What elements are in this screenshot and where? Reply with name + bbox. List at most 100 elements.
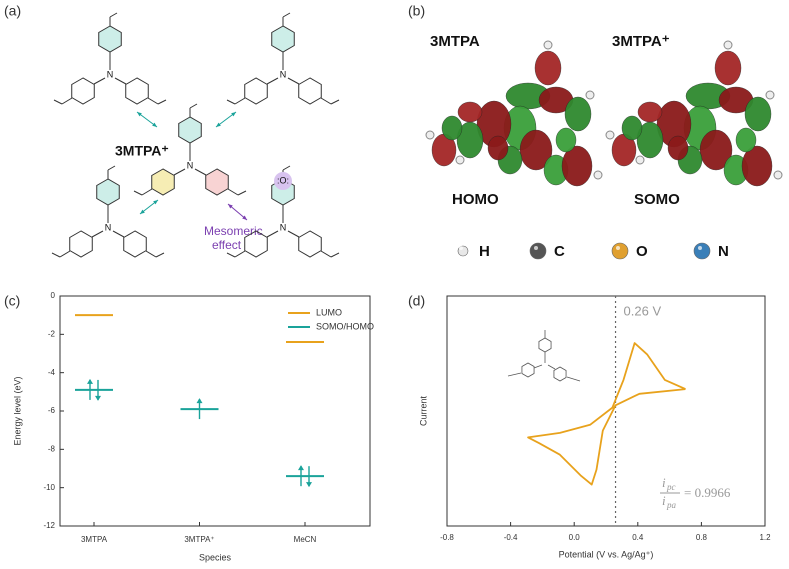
bond (114, 77, 127, 85)
orbital-lobe (744, 96, 772, 132)
ring (271, 25, 295, 53)
atom-legend-marker (693, 242, 711, 260)
atom-label: N (187, 160, 194, 170)
bond (173, 168, 186, 176)
orbital-lobe (561, 145, 593, 187)
x-tick-label: -0.4 (504, 533, 518, 542)
orbital-lobe (457, 101, 483, 123)
ring (125, 77, 149, 105)
ratio-text: i (662, 475, 666, 490)
arrow-head (231, 112, 236, 117)
bond (320, 97, 332, 105)
arrow-head (216, 122, 221, 127)
orbital-lobe (699, 129, 733, 171)
atom-legend-marker (529, 242, 547, 260)
atom-legend-label: N (718, 243, 729, 260)
y-tick-label: -4 (48, 368, 56, 377)
orbital-lobe (637, 101, 663, 123)
orbital-lobe (741, 145, 773, 187)
atom (425, 130, 435, 140)
bond (157, 99, 167, 105)
bond (320, 250, 332, 258)
atom (593, 170, 603, 180)
ratio-value: = 0.9966 (684, 485, 731, 500)
atom-legend-shine (459, 246, 463, 250)
orbital-lobe (555, 127, 577, 153)
bond (145, 250, 157, 258)
bond (107, 165, 116, 171)
ratio-text: pa (666, 500, 677, 510)
bond (266, 230, 279, 238)
arrow-head (228, 204, 233, 209)
ring (538, 337, 552, 353)
atom-legend-label: C (554, 243, 565, 260)
x-tick-label: 3MTPA (81, 535, 108, 544)
orbital-lobe (667, 135, 689, 161)
bond (53, 99, 63, 105)
bond (226, 99, 236, 105)
molecule-label: 3MTPA (430, 33, 480, 50)
atom-legend-shine (534, 246, 538, 250)
annotation: Mesomeric (204, 224, 263, 238)
bond (147, 97, 159, 105)
ratio-text: i (662, 493, 666, 508)
atom (723, 40, 733, 50)
panel-label: (c) (4, 293, 20, 309)
ring (521, 362, 535, 378)
bond (566, 376, 581, 382)
electron-arrow (95, 379, 101, 401)
y-tick-label: -10 (43, 483, 55, 492)
orbital-lobe (735, 127, 757, 153)
bond (330, 99, 340, 105)
atom (773, 170, 783, 180)
bond (234, 97, 246, 105)
ring (244, 77, 268, 105)
x-axis-label: Species (199, 552, 232, 562)
bond (59, 250, 71, 258)
molecule-label: 3MTPA⁺ (115, 143, 169, 159)
arrow-head (152, 122, 157, 127)
bond (189, 103, 198, 109)
x-tick-label: 0.0 (569, 533, 581, 542)
electron-arrow-head (298, 465, 304, 471)
y-tick-label: -12 (43, 521, 55, 530)
electron-arrow-head (87, 378, 93, 384)
y-axis-label: Energy level (eV) (12, 376, 22, 445)
atom (605, 130, 615, 140)
atom-legend-label: H (479, 243, 490, 260)
cv-curve (527, 342, 686, 486)
ring (69, 230, 93, 258)
legend-label: SOMO/HOMO (316, 321, 374, 331)
atom (585, 90, 595, 100)
bond (287, 77, 300, 85)
y-tick-label: -8 (48, 444, 56, 453)
x-tick-label: 1.2 (759, 533, 771, 542)
electron-arrow-head (95, 395, 101, 401)
panel-label: (a) (4, 3, 21, 19)
bond (282, 12, 291, 18)
atom-label: N (107, 69, 114, 79)
ring (244, 230, 268, 258)
atom-legend-shine (698, 246, 702, 250)
bond (227, 188, 239, 196)
bond (507, 372, 522, 377)
ring (298, 77, 322, 105)
x-tick-label: 3MTPA⁺ (184, 535, 214, 544)
bond (141, 188, 153, 196)
bond (93, 77, 106, 85)
atom-label: N (280, 222, 287, 232)
atom (455, 155, 465, 165)
bond (112, 230, 125, 238)
ring (123, 230, 147, 258)
y-tick-label: -2 (48, 329, 56, 338)
atom-legend-shine (616, 246, 620, 250)
atom-label: N (280, 69, 287, 79)
ring (98, 25, 122, 53)
bond (61, 97, 73, 105)
arrow-head (242, 215, 247, 220)
bond (194, 168, 207, 176)
orbital-lobe (621, 115, 643, 141)
ring (298, 230, 322, 258)
annotation: effect (212, 238, 242, 252)
atom-label: :O: (277, 175, 289, 185)
